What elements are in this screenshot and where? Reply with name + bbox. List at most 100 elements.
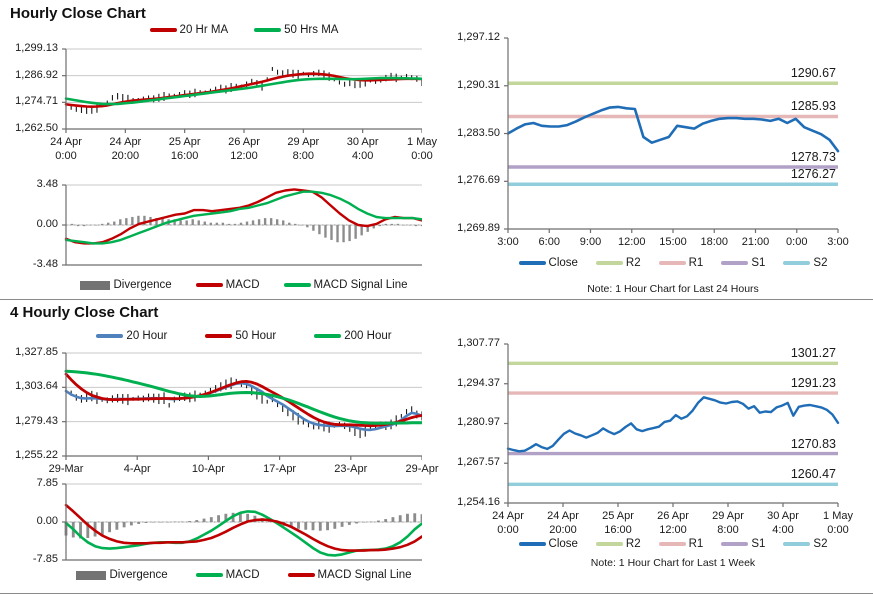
level-label-r1: 1291.23 xyxy=(790,376,836,391)
x-axis-tick-label: 26 Apr 12:00 xyxy=(228,136,260,163)
legend-label: MACD Signal Line xyxy=(313,279,408,291)
y-axis-tick-label: 0.00 xyxy=(36,515,58,527)
hourly-macd-legend: Divergence MACD MACD Signal Line xyxy=(66,279,422,291)
x-axis-tick-label: 1 May 0:00 xyxy=(407,136,437,163)
bar-swatch-icon xyxy=(80,280,111,290)
hourly-sr-legend: Close R2 R1 S1 S2 xyxy=(508,257,838,269)
legend-item: MACD xyxy=(195,279,260,291)
x-axis-tick-label: 24 Apr 20:00 xyxy=(547,510,579,537)
line-swatch-icon xyxy=(96,334,124,338)
x-axis-tick-label: 25 Apr 16:00 xyxy=(602,510,634,537)
x-axis-tick-label: 29 Apr 8:00 xyxy=(287,136,320,163)
y-axis-tick-label: 1,267.57 xyxy=(457,456,500,469)
legend-label: 50 Hrs MA xyxy=(284,24,339,36)
line-swatch-icon xyxy=(287,573,315,577)
line-swatch-icon xyxy=(518,261,546,265)
y-axis-tick-label: 1,269.89 xyxy=(457,222,500,234)
4hourly-price-legend: 20 Hour 50 Hour 200 Hour xyxy=(66,330,422,342)
level-label-s2: 1276.27 xyxy=(790,167,836,182)
line-swatch-icon xyxy=(595,542,623,546)
legend-label: 20 Hour xyxy=(126,330,168,342)
4hourly-sr-legend: Close R2 R1 S1 S2 xyxy=(508,538,838,550)
x-axis-tick-label: 29-Mar xyxy=(48,463,84,475)
line-swatch-icon xyxy=(658,261,686,265)
y-axis-tick-label: 1,279.43 xyxy=(15,414,58,427)
line-swatch-icon xyxy=(283,283,311,287)
legend-item: MACD xyxy=(195,569,260,581)
legend-item: 20 Hour xyxy=(96,330,167,342)
hourly-macd-chart: 3.48 0.00 -3.48 xyxy=(8,175,422,275)
legend-item: Close xyxy=(518,257,578,269)
legend-label: 200 Hour xyxy=(344,330,392,342)
x-axis-tick-label: 23-Apr xyxy=(334,463,368,475)
x-axis-tick-label: 30 Apr 4:00 xyxy=(767,510,799,537)
y-axis-tick-label: 7.85 xyxy=(36,477,58,489)
legend-label: MACD Signal Line xyxy=(317,569,412,581)
legend-item: MACD Signal Line xyxy=(287,569,412,581)
line-swatch-icon xyxy=(149,28,177,32)
legend-label: R1 xyxy=(688,257,704,269)
legend-label: Divergence xyxy=(113,279,172,291)
y-axis-tick-label: 1,286.92 xyxy=(15,68,58,81)
line-swatch-icon xyxy=(195,283,223,287)
level-label-s2: 1260.47 xyxy=(790,467,836,482)
legend-item: 50 Hour xyxy=(205,330,276,342)
legend-item: R2 xyxy=(595,257,641,269)
legend-label: S2 xyxy=(813,538,828,550)
chart-canvas xyxy=(504,37,840,233)
level-label-r2: 1301.27 xyxy=(790,346,836,361)
line-swatch-icon xyxy=(595,261,623,265)
4hourly-chart-note: Note: 1 Hour Chart for Last 1 Week xyxy=(590,557,756,569)
x-axis-tick-label: 6:00 xyxy=(538,236,560,248)
x-axis-tick-label: 3:00 xyxy=(497,236,519,248)
x-axis-tick-label: 17-Apr xyxy=(263,463,297,475)
y-axis-tick-label: 1,283.50 xyxy=(457,126,500,139)
legend-item: Close xyxy=(518,538,578,550)
x-axis-tick-label: 24 Apr 0:00 xyxy=(50,136,82,163)
y-axis-tick-label: 1,294.37 xyxy=(457,376,500,389)
legend-item: R2 xyxy=(595,538,641,550)
hourly-support-resistance-chart: 1,297.12 1,290.31 1,283.50 1,276.69 1,269.89… xyxy=(436,30,849,254)
level-label-s1: 1270.83 xyxy=(790,436,836,451)
level-label-r2: 1290.67 xyxy=(790,66,836,81)
4hourly-macd-legend: Divergence MACD MACD Signal Line xyxy=(66,569,422,581)
legend-label: S1 xyxy=(751,257,766,269)
legend-item: 50 Hrs MA xyxy=(254,24,338,36)
section-divider xyxy=(0,299,873,300)
legend-item: S1 xyxy=(721,538,765,550)
y-axis-tick-label: 1,303.64 xyxy=(15,380,58,393)
line-swatch-icon xyxy=(254,28,282,32)
x-axis-tick-label: 9:00 xyxy=(579,236,602,248)
y-axis-tick-label: 1,254.16 xyxy=(457,496,500,508)
x-axis-tick-label: 18:00 xyxy=(700,236,729,248)
hourly-price-legend: 20 Hr MA 50 Hrs MA xyxy=(66,24,422,36)
legend-label: MACD xyxy=(225,279,260,291)
x-axis-tick-label: 15:00 xyxy=(659,236,687,248)
legend-item: S2 xyxy=(783,257,827,269)
legend-label: R2 xyxy=(625,257,641,269)
y-axis-tick-label: 1,262.50 xyxy=(15,122,58,134)
line-swatch-icon xyxy=(195,573,223,577)
x-axis-tick-label: 26 Apr 12:00 xyxy=(657,510,689,537)
legend-label: R1 xyxy=(688,538,704,550)
y-axis-tick-label: 1,297.12 xyxy=(457,31,500,43)
x-axis-tick-label: 24 Apr 0:00 xyxy=(492,510,524,537)
line-swatch-icon xyxy=(721,261,749,265)
y-axis-tick-label: 1,307.77 xyxy=(457,337,500,349)
legend-item: S2 xyxy=(783,538,827,550)
legend-label: 50 Hour xyxy=(235,330,277,342)
y-axis-tick-label: 3.48 xyxy=(36,178,58,190)
line-swatch-icon xyxy=(783,542,811,546)
x-axis-tick-label: 25 Apr 16:00 xyxy=(168,136,201,163)
line-swatch-icon xyxy=(314,334,342,338)
x-axis-tick-label: 30 Apr 4:00 xyxy=(346,136,379,163)
section-title-hourly: Hourly Close Chart xyxy=(10,5,146,22)
line-swatch-icon xyxy=(721,542,749,546)
legend-label: S2 xyxy=(813,257,828,269)
hourly-chart-note: Note: 1 Hour Chart for Last 24 Hours xyxy=(587,283,759,295)
y-axis-tick-label: 0.00 xyxy=(36,218,58,230)
chart-canvas xyxy=(62,483,422,561)
legend-item: R1 xyxy=(658,257,704,269)
line-swatch-icon xyxy=(783,261,811,265)
